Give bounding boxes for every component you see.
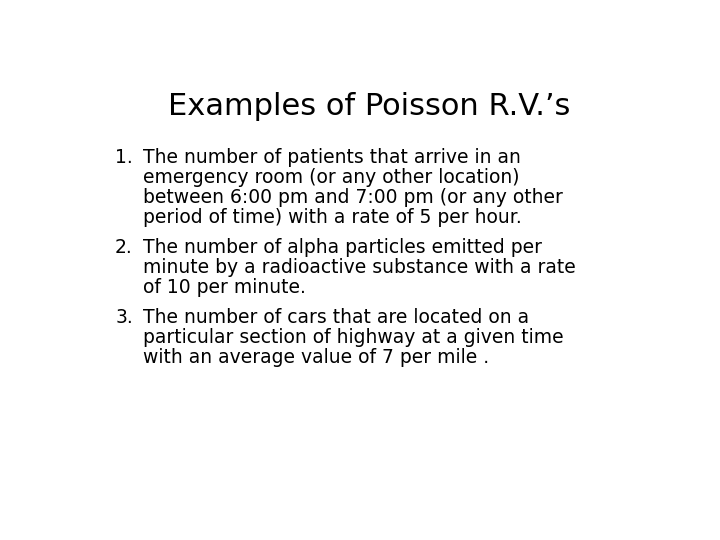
- Text: The number of patients that arrive in an: The number of patients that arrive in an: [143, 148, 521, 167]
- Text: with an average value of 7 per mile .: with an average value of 7 per mile .: [143, 348, 489, 367]
- Text: period of time) with a rate of 5 per hour.: period of time) with a rate of 5 per hou…: [143, 208, 522, 227]
- Text: The number of alpha particles emitted per: The number of alpha particles emitted pe…: [143, 238, 542, 257]
- Text: 3.: 3.: [115, 308, 133, 327]
- Text: between 6:00 pm and 7:00 pm (or any other: between 6:00 pm and 7:00 pm (or any othe…: [143, 188, 563, 207]
- Text: particular section of highway at a given time: particular section of highway at a given…: [143, 328, 564, 347]
- Text: The number of cars that are located on a: The number of cars that are located on a: [143, 308, 529, 327]
- Text: minute by a radioactive substance with a rate: minute by a radioactive substance with a…: [143, 258, 576, 277]
- Text: 1.: 1.: [115, 148, 133, 167]
- Text: of 10 per minute.: of 10 per minute.: [143, 278, 306, 297]
- Text: Examples of Poisson R.V.’s: Examples of Poisson R.V.’s: [168, 92, 570, 121]
- Text: emergency room (or any other location): emergency room (or any other location): [143, 168, 520, 187]
- Text: 2.: 2.: [115, 238, 133, 257]
